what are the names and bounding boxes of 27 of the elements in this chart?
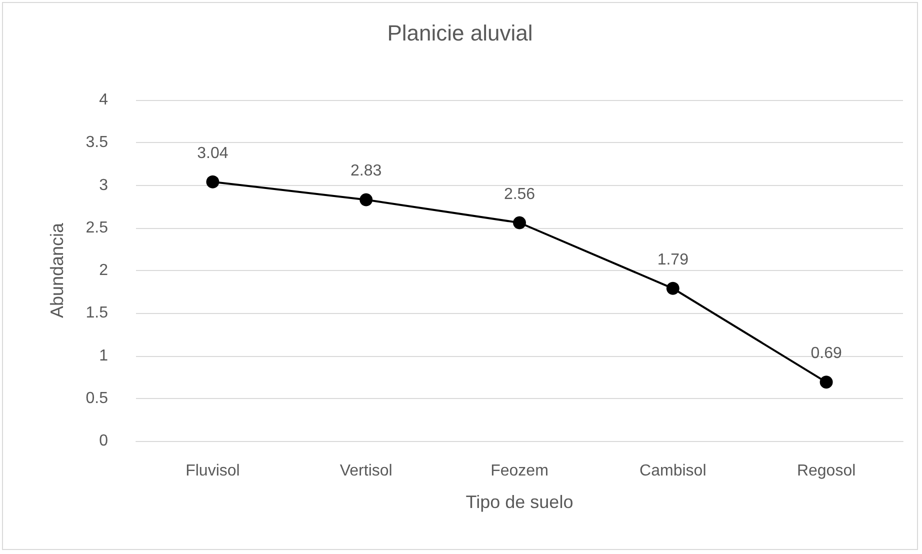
x-tick-label: Fluvisol <box>186 462 240 480</box>
x-tick-label: Feozem <box>490 462 548 480</box>
point <box>820 376 833 389</box>
point <box>206 175 220 188</box>
point <box>360 193 373 206</box>
x-axis-title: Tipo de suelo <box>466 492 574 512</box>
chart-title: Planicie aluvial <box>387 20 533 46</box>
point <box>666 282 680 295</box>
y-tick-label: 0 <box>99 432 108 450</box>
y-tick-label: 3 <box>99 176 108 194</box>
x-tick-label: Vertisol <box>340 462 392 480</box>
y-tick-label: 1 <box>99 347 108 364</box>
data-label: 3.04 <box>197 144 228 162</box>
data-label: 2.83 <box>350 162 382 180</box>
y-tick-label: 0.5 <box>86 390 108 407</box>
y-tick-label: 2 <box>99 262 108 279</box>
x-tick-label: Regosol <box>796 462 856 480</box>
y-tick-label: 3.5 <box>86 134 108 152</box>
y-tick-label: 1.5 <box>86 304 108 322</box>
y-axis-title: Abundancia <box>47 222 67 318</box>
point <box>513 216 526 230</box>
data-label: 1.79 <box>657 251 689 268</box>
y-tick-label: 4 <box>99 92 108 108</box>
x-tick-label: Cambisol <box>640 462 706 480</box>
data-label: 2.56 <box>504 186 536 203</box>
y-tick-label: 2.5 <box>86 219 108 236</box>
data-label: 0.69 <box>810 345 842 362</box>
